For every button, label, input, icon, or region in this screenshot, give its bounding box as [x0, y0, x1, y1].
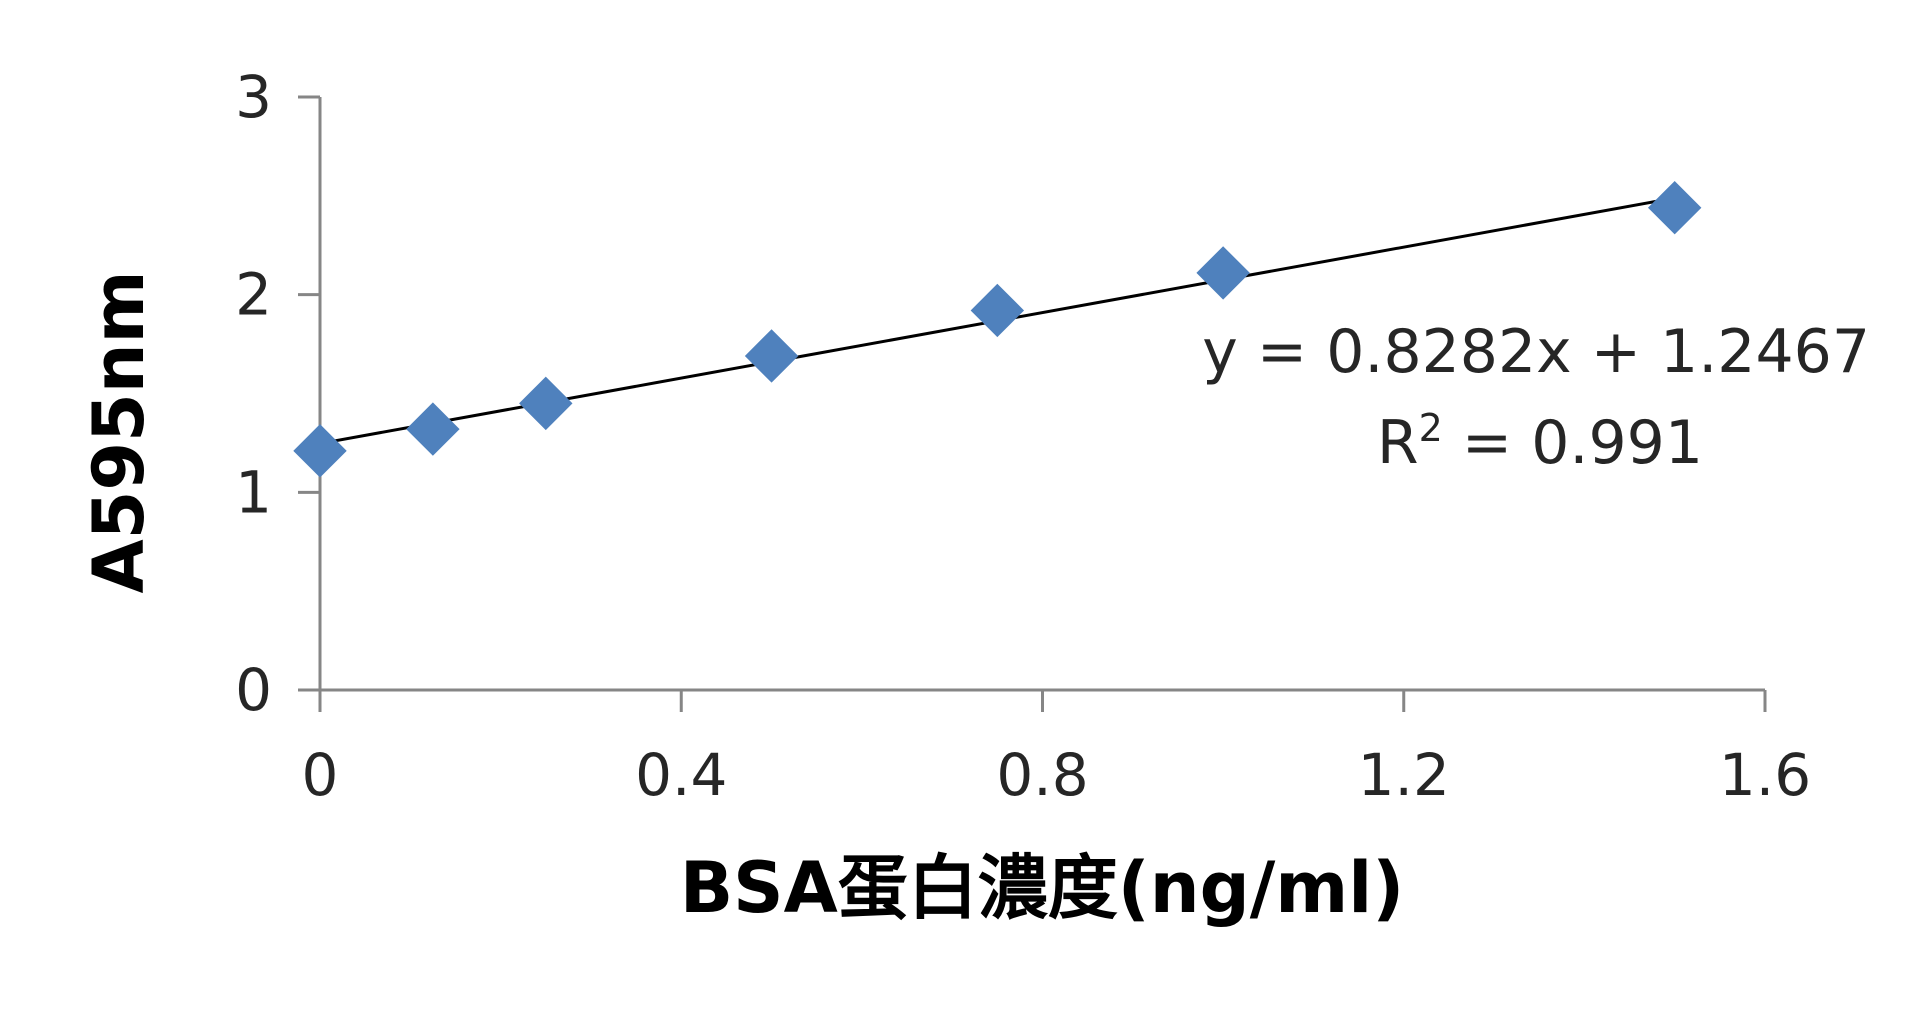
- x-axis-title: BSA蛋白濃度(ng/ml): [680, 847, 1404, 929]
- data-point-diamond: [293, 424, 347, 478]
- data-point-diamond: [970, 283, 1025, 338]
- y-axis-title: A595nm: [78, 270, 160, 593]
- x-tick-label: 1.6: [1719, 741, 1811, 809]
- regression-equation: y = 0.8282x + 1.2467: [1202, 317, 1870, 387]
- y-tick-label: 2: [235, 261, 272, 329]
- r-squared-symbol: R: [1377, 408, 1419, 478]
- y-tick-label: 3: [235, 63, 272, 131]
- data-point-diamond: [406, 402, 460, 456]
- r-squared-value: = 0.991: [1443, 408, 1703, 478]
- data-points: [293, 180, 1702, 478]
- y-tick-label: 0: [235, 656, 272, 724]
- data-point-diamond: [1647, 180, 1702, 235]
- r-squared-label: R2 = 0.991: [1377, 406, 1703, 478]
- data-point-diamond: [744, 329, 799, 383]
- data-point-diamond: [1196, 246, 1250, 300]
- x-tick-label: 1.2: [1358, 741, 1450, 809]
- x-tick-label: 0.8: [996, 741, 1088, 809]
- y-tick-label: 1: [235, 458, 272, 526]
- x-tick-label: 0: [302, 741, 339, 809]
- x-tick-label: 0.4: [635, 741, 727, 809]
- data-point-diamond: [519, 376, 573, 431]
- tick-labels: 0 0.4 0.8 1.2 1.6 0 1 2 3: [235, 63, 1811, 809]
- r-squared-superscript: 2: [1419, 406, 1443, 450]
- axes: [298, 95, 1767, 712]
